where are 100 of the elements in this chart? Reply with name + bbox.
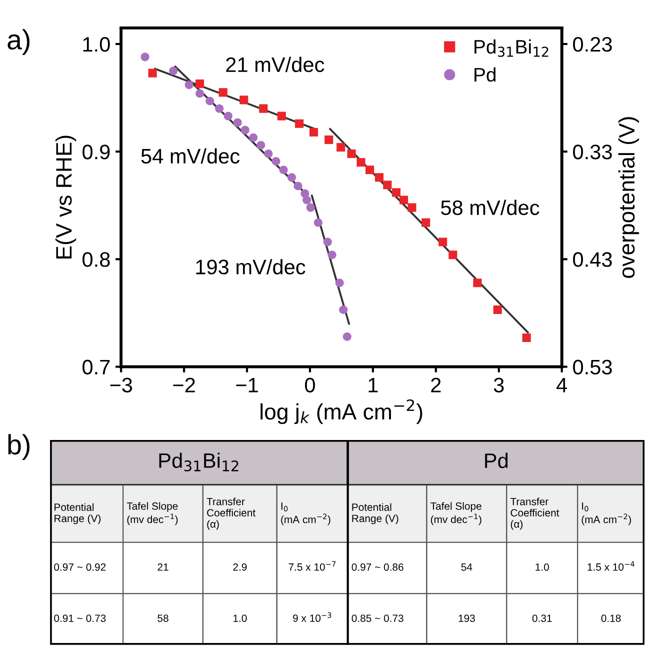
- x-tick-label: 2: [431, 378, 441, 392]
- text: 0.31: [532, 614, 552, 622]
- point: [356, 158, 366, 167]
- point: [408, 203, 416, 212]
- x-tick-label: 3: [494, 378, 504, 392]
- point: [277, 112, 286, 120]
- legend-label: Pd$_{31}$Bi$_{12}$: [474, 39, 548, 57]
- annotation: 54 mV/dec: [141, 148, 240, 164]
- text: 54: [461, 564, 472, 571]
- annotation: 21 mV/dec: [226, 56, 324, 72]
- point: [309, 128, 318, 137]
- text: 193: [458, 614, 475, 622]
- point: [294, 119, 304, 128]
- y2-tick-label: 0.53: [573, 360, 612, 375]
- x-tick-label: 1: [368, 378, 378, 392]
- point: [184, 80, 194, 90]
- text: Potential Range (V): [54, 503, 101, 524]
- point: [336, 143, 346, 152]
- point: [206, 96, 214, 106]
- text: 2.9: [233, 563, 247, 571]
- point: [279, 166, 288, 174]
- point: [302, 196, 312, 204]
- annotation: 193 mV/dec: [196, 259, 306, 274]
- point: [339, 305, 348, 314]
- text: 0.18: [601, 614, 621, 622]
- point: [140, 52, 150, 62]
- x-axis-title: log j$_{k}$ (mA cm$^{−2}$): [260, 399, 422, 424]
- text: 0.97 ~ 0.86: [352, 563, 404, 571]
- point: [383, 180, 392, 190]
- point: [287, 173, 296, 182]
- point: [323, 238, 332, 246]
- text: 58: [158, 614, 168, 622]
- point: [342, 332, 352, 341]
- point: [493, 305, 502, 314]
- point: [400, 196, 408, 204]
- y2-tick-label: 0.43: [573, 252, 612, 267]
- point: [196, 80, 204, 88]
- y2-tick-label: 0.23: [573, 37, 612, 52]
- point: [240, 96, 248, 104]
- point: [233, 118, 242, 127]
- point: [272, 156, 280, 166]
- text: I$_{0}$ (mA cm$^{−2}$): [582, 502, 631, 526]
- text: 1.0: [536, 563, 549, 571]
- text: 9 x 10$^{−3}$: [293, 612, 332, 622]
- point: [522, 333, 531, 342]
- point: [314, 218, 322, 227]
- text: Transfer Coefficient (α): [510, 498, 560, 530]
- point: [374, 173, 384, 182]
- point: [169, 66, 178, 76]
- x-tick-label: −3: [110, 378, 132, 392]
- text: 1.0: [233, 614, 247, 622]
- point: [438, 238, 448, 246]
- point: [306, 203, 315, 212]
- point: [347, 149, 356, 158]
- text: b): [8, 434, 30, 460]
- point: [324, 135, 334, 144]
- y-tick-label: 0.8: [82, 252, 110, 267]
- y-axis-title: E(V vs RHE): [55, 136, 76, 258]
- text: 0.85 ~ 0.73: [352, 614, 404, 622]
- point: [366, 166, 374, 174]
- y-tick-label: 1.0: [83, 37, 110, 52]
- point: [473, 278, 482, 288]
- point: [215, 104, 224, 113]
- text: I$_{0}$ (mA cm$^{−2}$): [281, 502, 330, 526]
- point: [240, 126, 250, 134]
- text: Tafel Slope (mv dec$^{−1}$): [430, 502, 482, 526]
- point: [335, 278, 344, 288]
- y-tick-label: 0.7: [82, 360, 110, 375]
- point: [328, 250, 336, 260]
- point: [392, 188, 401, 197]
- point: [294, 182, 302, 190]
- y-tick-label: 0.9: [82, 144, 110, 160]
- text: 0.97 ~ 0.92: [54, 563, 106, 571]
- point: [218, 88, 228, 97]
- y2-tick-label: 0.33: [573, 144, 612, 160]
- point: [196, 89, 204, 98]
- text: Transfer Coefficient (α): [206, 498, 256, 530]
- point: [148, 68, 157, 78]
- annotation: 58 mV/dec: [441, 200, 540, 216]
- text: Tafel Slope (mv dec$^{−1}$): [126, 502, 178, 526]
- x-tick-label: 4: [556, 378, 567, 392]
- chart-title: a): [8, 29, 30, 56]
- text: 0.91 ~ 0.73: [54, 614, 106, 622]
- text: 1.5 x 10$^{−4}$: [588, 561, 634, 571]
- text: Potential Range (V): [352, 503, 398, 524]
- text: Pd: [485, 452, 508, 468]
- point: [422, 218, 430, 227]
- text: 21: [158, 563, 168, 571]
- point: [259, 104, 268, 113]
- point: [224, 112, 232, 120]
- x-tick-label: −2: [173, 378, 195, 392]
- text: 7.5 x 10$^{−7}$: [288, 561, 336, 571]
- text: Pd$_{31}$Bi$_{12}$: [159, 452, 238, 472]
- point: [256, 140, 266, 150]
- point: [249, 133, 258, 142]
- legend-label: Pd: [474, 67, 496, 82]
- point: [448, 250, 458, 260]
- y2-axis-title: overpotential (V): [618, 117, 640, 278]
- x-tick-label: −1: [236, 378, 258, 392]
- point: [264, 149, 273, 158]
